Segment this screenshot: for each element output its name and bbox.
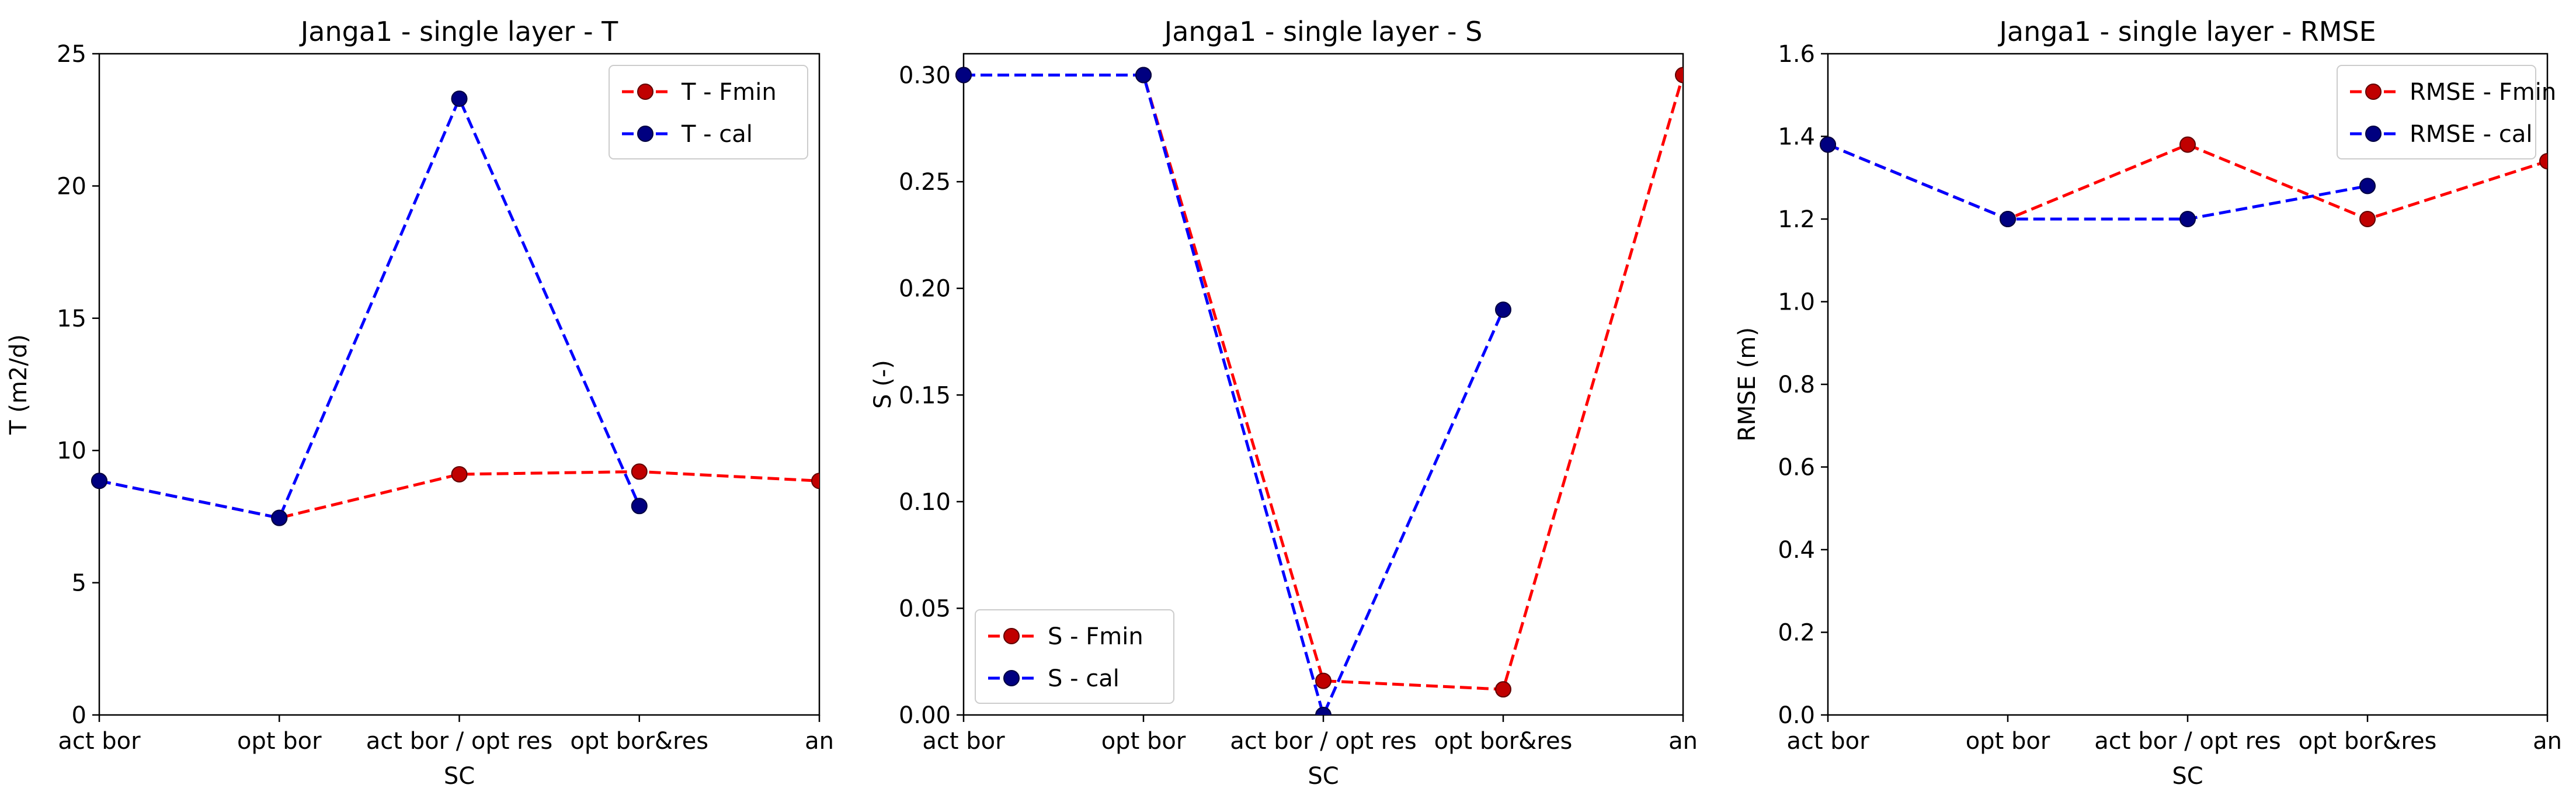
- y-tick-label: 0.05: [899, 595, 951, 622]
- x-tick-label: opt bor&res: [2299, 728, 2437, 755]
- x-tick-label: act bor / opt res: [1230, 728, 1416, 755]
- legend-label: S - cal: [1048, 665, 1120, 692]
- x-tick-label: act bor / opt res: [2094, 728, 2280, 755]
- x-axis-label: SC: [2172, 763, 2203, 790]
- x-tick-label: act bor / opt res: [366, 728, 552, 755]
- data-point: [631, 463, 648, 480]
- x-tick-label: opt bor: [237, 728, 322, 755]
- data-point: [91, 473, 107, 489]
- y-axis-label: S (-): [870, 360, 896, 409]
- legend-box: [609, 65, 808, 159]
- series-line: [964, 74, 1683, 691]
- data-point: [2000, 211, 2016, 227]
- plot-area: [955, 67, 1683, 715]
- y-tick-label: 0.10: [899, 489, 951, 516]
- y-tick-label: 0.30: [899, 63, 951, 89]
- chart-panel-3: Janga1 - single layer - RMSE act bor opt b…: [1734, 16, 2562, 790]
- legend-marker: [2365, 84, 2382, 100]
- series-line: [1827, 143, 2368, 221]
- chart-panel-2: Janga1 - single layer - S act bor opt bor a…: [870, 16, 1698, 790]
- chart-title: Janga1 - single layer - RMSE: [1997, 16, 2376, 47]
- legend-label: T - cal: [681, 121, 753, 148]
- chart-title: Janga1 - single layer - T: [299, 16, 618, 47]
- legend: S - Fmin S - cal: [975, 609, 1174, 704]
- x-tick-label: opt bor: [1101, 728, 1186, 755]
- data-point: [451, 90, 468, 107]
- legend-marker: [1003, 670, 1020, 686]
- data-point: [1495, 301, 1511, 318]
- y-axis-label: T (m2/d): [5, 334, 32, 435]
- y-tick-label: 15: [57, 305, 86, 332]
- data-point: [2539, 152, 2547, 169]
- y-tick-label: 0.2: [1778, 620, 1815, 647]
- x-tick-label: act bor: [58, 728, 141, 755]
- data-point: [451, 466, 468, 482]
- legend-marker: [637, 126, 653, 142]
- y-tick-label: 20: [57, 173, 86, 200]
- y-axis-label: RMSE (m): [1734, 327, 1761, 442]
- y-tick-label: 0.6: [1778, 454, 1815, 481]
- x-tick-label: opt bor: [1966, 728, 2050, 755]
- y-tick-label: 0.4: [1778, 537, 1815, 564]
- series-line: [964, 74, 1505, 715]
- plot-area: [91, 90, 819, 526]
- legend-label: RMSE - cal: [2410, 121, 2532, 148]
- data-point: [2359, 211, 2376, 227]
- legend: RMSE - Fmin RMSE - cal: [2337, 65, 2556, 159]
- x-tick-label: opt bor&res: [1434, 728, 1573, 755]
- legend-label: RMSE - Fmin: [2410, 79, 2556, 106]
- y-tick-label: 0.15: [899, 382, 951, 409]
- legend-label: S - Fmin: [1048, 623, 1143, 650]
- chart-panel-1: Janga1 - single layer - T act bor opt bor a…: [5, 16, 834, 790]
- data-point: [1495, 681, 1511, 698]
- y-tick-label: 1.2: [1778, 206, 1815, 233]
- y-tick-label: 0.00: [899, 702, 951, 729]
- legend: T - Fmin T - cal: [609, 65, 808, 159]
- legend-box: [975, 609, 1174, 704]
- legend-label: T - Fmin: [681, 79, 777, 106]
- data-point: [2179, 211, 2196, 227]
- data-point: [1675, 67, 1683, 84]
- y-tick-label: 0.0: [1778, 702, 1815, 729]
- x-axis-label: SC: [444, 763, 475, 790]
- y-tick-label: 1.0: [1778, 289, 1815, 316]
- data-point: [1315, 672, 1332, 689]
- y-tick-label: 1.4: [1778, 124, 1815, 151]
- y-tick-label: 1.6: [1778, 41, 1815, 68]
- data-point: [1820, 136, 1836, 153]
- legend-marker: [2365, 126, 2382, 142]
- data-point: [1315, 707, 1332, 715]
- x-axis-label: SC: [1308, 763, 1339, 790]
- x-tick-label: act bor: [1786, 728, 1869, 755]
- x-tick-label: act bor: [922, 728, 1005, 755]
- y-tick-label: 25: [57, 41, 86, 68]
- data-point: [955, 67, 972, 84]
- data-point: [631, 498, 648, 515]
- y-tick-label: 0.8: [1778, 371, 1815, 398]
- y-tick-label: 0.25: [899, 169, 951, 196]
- data-point: [271, 509, 288, 526]
- data-point: [2359, 178, 2376, 195]
- legend-box: [2337, 65, 2536, 159]
- plot-area: [1820, 136, 2547, 227]
- series-line: [99, 95, 641, 520]
- chart-title: Janga1 - single layer - S: [1163, 16, 1483, 47]
- legend-marker: [637, 84, 653, 100]
- data-point: [811, 473, 819, 489]
- legend-marker: [1003, 628, 1020, 644]
- y-tick-label: 0.20: [899, 276, 951, 303]
- y-tick-label: 10: [57, 438, 86, 464]
- x-tick-label: an: [1668, 728, 1698, 755]
- y-tick-label: 5: [72, 570, 86, 597]
- x-tick-label: an: [2533, 728, 2562, 755]
- x-tick-label: an: [805, 728, 834, 755]
- data-point: [2179, 136, 2196, 153]
- data-point: [1135, 67, 1152, 84]
- y-tick-label: 0: [72, 702, 86, 729]
- x-tick-label: opt bor&res: [570, 728, 708, 755]
